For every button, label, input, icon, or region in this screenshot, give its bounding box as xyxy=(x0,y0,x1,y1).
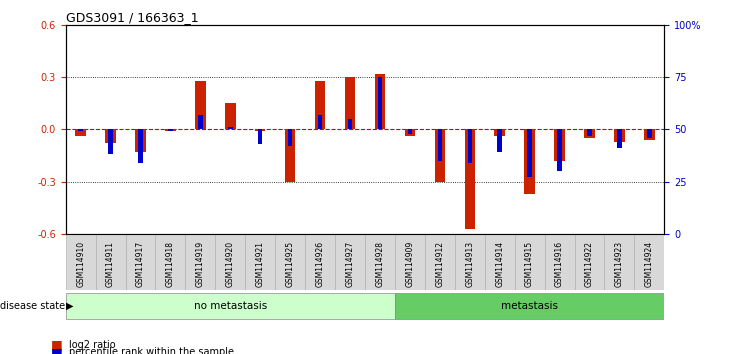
Bar xyxy=(255,129,266,131)
Bar xyxy=(126,234,155,290)
Text: GSM114918: GSM114918 xyxy=(166,241,175,286)
Bar xyxy=(155,234,185,290)
Bar xyxy=(285,129,296,182)
Text: GSM114915: GSM114915 xyxy=(525,241,534,287)
Bar xyxy=(515,234,545,290)
Bar xyxy=(108,129,113,154)
Bar xyxy=(66,234,96,290)
Text: ■: ■ xyxy=(51,338,63,351)
Bar xyxy=(365,234,395,290)
Bar xyxy=(434,129,445,182)
Bar xyxy=(374,74,385,129)
Bar xyxy=(557,129,562,171)
Bar xyxy=(545,234,575,290)
Bar xyxy=(644,129,655,140)
Text: GSM114910: GSM114910 xyxy=(76,241,85,287)
Bar xyxy=(437,129,442,161)
Bar xyxy=(395,293,664,319)
Bar xyxy=(96,234,126,290)
Bar xyxy=(195,80,206,129)
Text: GSM114913: GSM114913 xyxy=(465,241,474,287)
Text: GDS3091 / 166363_1: GDS3091 / 166363_1 xyxy=(66,11,199,24)
Text: GSM114909: GSM114909 xyxy=(405,241,415,287)
Bar xyxy=(614,129,625,142)
Bar xyxy=(318,115,323,129)
Bar xyxy=(258,129,263,144)
Text: GSM114921: GSM114921 xyxy=(255,241,265,286)
Bar xyxy=(647,129,652,138)
Bar xyxy=(78,129,83,131)
Bar xyxy=(138,129,143,163)
Bar xyxy=(185,234,215,290)
Bar xyxy=(467,129,472,163)
Text: GSM114920: GSM114920 xyxy=(226,241,235,287)
Bar xyxy=(587,129,592,136)
Bar xyxy=(275,234,305,290)
Text: log2 ratio: log2 ratio xyxy=(69,340,116,350)
Text: GSM114927: GSM114927 xyxy=(345,241,355,287)
Text: percentile rank within the sample: percentile rank within the sample xyxy=(69,347,234,354)
Bar xyxy=(228,127,233,129)
Bar xyxy=(464,129,475,229)
Text: ■: ■ xyxy=(51,346,63,354)
Bar xyxy=(455,234,485,290)
Bar xyxy=(168,129,173,131)
Bar xyxy=(575,234,604,290)
Bar xyxy=(347,119,353,129)
Bar xyxy=(497,129,502,152)
Text: GSM114922: GSM114922 xyxy=(585,241,594,286)
Bar xyxy=(198,115,203,129)
Bar xyxy=(617,129,622,148)
Text: GSM114928: GSM114928 xyxy=(375,241,385,286)
Bar xyxy=(404,129,415,136)
Bar xyxy=(485,234,515,290)
Bar xyxy=(634,234,664,290)
Bar xyxy=(315,80,326,129)
Bar xyxy=(407,129,412,133)
Bar xyxy=(527,129,532,177)
Text: GSM114926: GSM114926 xyxy=(315,241,325,287)
Text: no metastasis: no metastasis xyxy=(193,301,267,311)
Text: GSM114924: GSM114924 xyxy=(645,241,654,287)
Text: ▶: ▶ xyxy=(66,301,73,311)
Bar xyxy=(75,129,86,136)
Text: GSM114917: GSM114917 xyxy=(136,241,145,287)
Bar xyxy=(66,293,395,319)
Bar xyxy=(494,129,505,136)
Text: disease state: disease state xyxy=(0,301,65,311)
Bar xyxy=(604,234,634,290)
Text: GSM114914: GSM114914 xyxy=(495,241,504,287)
Bar xyxy=(554,129,565,161)
Text: GSM114919: GSM114919 xyxy=(196,241,205,287)
Text: GSM114925: GSM114925 xyxy=(285,241,295,287)
Text: GSM114912: GSM114912 xyxy=(435,241,445,286)
Bar xyxy=(584,129,595,138)
Bar xyxy=(105,129,116,143)
Bar xyxy=(215,234,245,290)
Bar xyxy=(288,129,293,146)
Bar xyxy=(165,129,176,131)
Bar xyxy=(345,77,356,129)
Bar xyxy=(135,129,146,152)
Bar xyxy=(425,234,455,290)
Text: metastasis: metastasis xyxy=(501,301,558,311)
Text: GSM114923: GSM114923 xyxy=(615,241,624,287)
Bar xyxy=(305,234,335,290)
Bar xyxy=(395,234,425,290)
Text: GSM114916: GSM114916 xyxy=(555,241,564,287)
Bar xyxy=(225,103,236,129)
Bar xyxy=(245,234,275,290)
Bar xyxy=(335,234,365,290)
Text: GSM114911: GSM114911 xyxy=(106,241,115,286)
Bar xyxy=(377,77,383,129)
Bar xyxy=(524,129,535,194)
